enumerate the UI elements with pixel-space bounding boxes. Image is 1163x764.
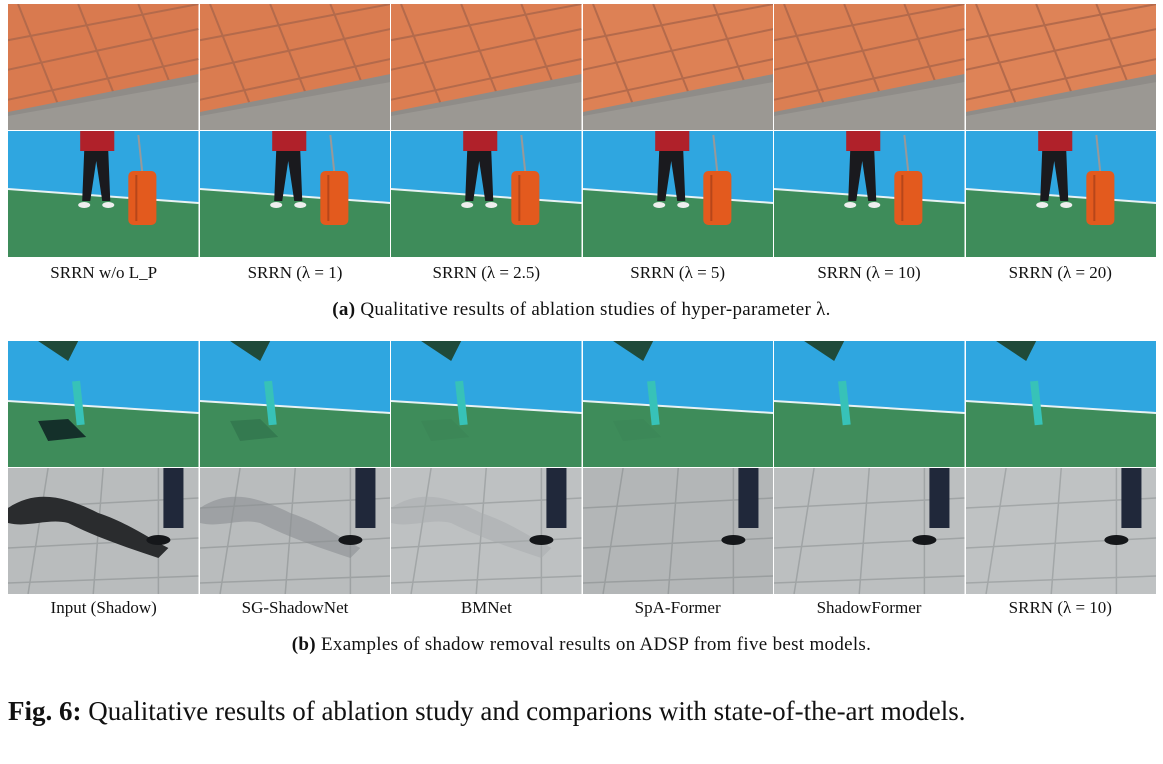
column-label: SpA-Former <box>634 598 721 617</box>
panel-a-labels: SRRN w/o L_P SRRN (λ = 1) SRRN (λ = 2.5)… <box>8 263 1156 283</box>
bottle-court-image <box>965 341 1156 467</box>
suitcase-court-image <box>391 131 582 257</box>
pavement-person-image <box>391 468 582 594</box>
pavement-person-image <box>965 468 1156 594</box>
suitcase-court-image <box>199 131 390 257</box>
panel-b-labels: Input (Shadow) SG-ShadowNet BMNet SpA-Fo… <box>8 598 1156 618</box>
panel-b-image-grid <box>8 341 1156 594</box>
suitcase-court-image <box>582 131 773 257</box>
pavement-person-image <box>582 468 773 594</box>
column-label: SG-ShadowNet <box>241 598 349 617</box>
suitcase-court-image <box>774 131 965 257</box>
pavement-person-image <box>199 468 390 594</box>
suitcase-court-image <box>8 131 199 257</box>
tile-floor-image <box>199 4 390 130</box>
figure-caption-text: Qualitative results of ablation study an… <box>88 696 966 726</box>
pavement-person-image <box>774 468 965 594</box>
panel-a-tag: (a) <box>332 299 356 320</box>
column-label: ShadowFormer <box>816 598 922 617</box>
panel-b-tag: (b) <box>291 634 316 655</box>
column-label: BMNet <box>460 598 512 617</box>
figure-caption: Fig. 6: Qualitative results of ablation … <box>8 694 1156 728</box>
tile-floor-image <box>391 4 582 130</box>
column-label: SRRN (λ = 20) <box>1008 263 1112 282</box>
column-label: SRRN (λ = 1) <box>247 263 343 282</box>
bottle-court-image <box>199 341 390 467</box>
panel-a-image-grid <box>8 4 1156 257</box>
tile-floor-image <box>965 4 1156 130</box>
bottle-court-image <box>8 341 199 467</box>
tile-floor-image <box>582 4 773 130</box>
figure-tag: Fig. 6: <box>8 696 82 726</box>
bottle-court-image <box>774 341 965 467</box>
panel-a-caption-text: Qualitative results of ablation studies … <box>360 299 831 320</box>
column-label: SRRN w/o L_P <box>50 263 158 282</box>
panel-b-caption: (b) Examples of shadow removal results o… <box>0 634 1163 656</box>
panel-b-caption-text: Examples of shadow removal results on AD… <box>320 634 872 655</box>
column-label: SRRN (λ = 5) <box>630 263 726 282</box>
column-label: Input (Shadow) <box>50 598 157 617</box>
column-label: SRRN (λ = 10) <box>817 263 921 282</box>
column-label: SRRN (λ = 2.5) <box>432 263 541 282</box>
tile-floor-image <box>8 4 199 130</box>
bottle-court-image <box>582 341 773 467</box>
pavement-person-image <box>8 468 199 594</box>
bottle-court-image <box>391 341 582 467</box>
column-label: SRRN (λ = 10) <box>1008 598 1112 617</box>
panel-a-caption: (a) Qualitative results of ablation stud… <box>0 299 1163 321</box>
suitcase-court-image <box>965 131 1156 257</box>
tile-floor-image <box>774 4 965 130</box>
